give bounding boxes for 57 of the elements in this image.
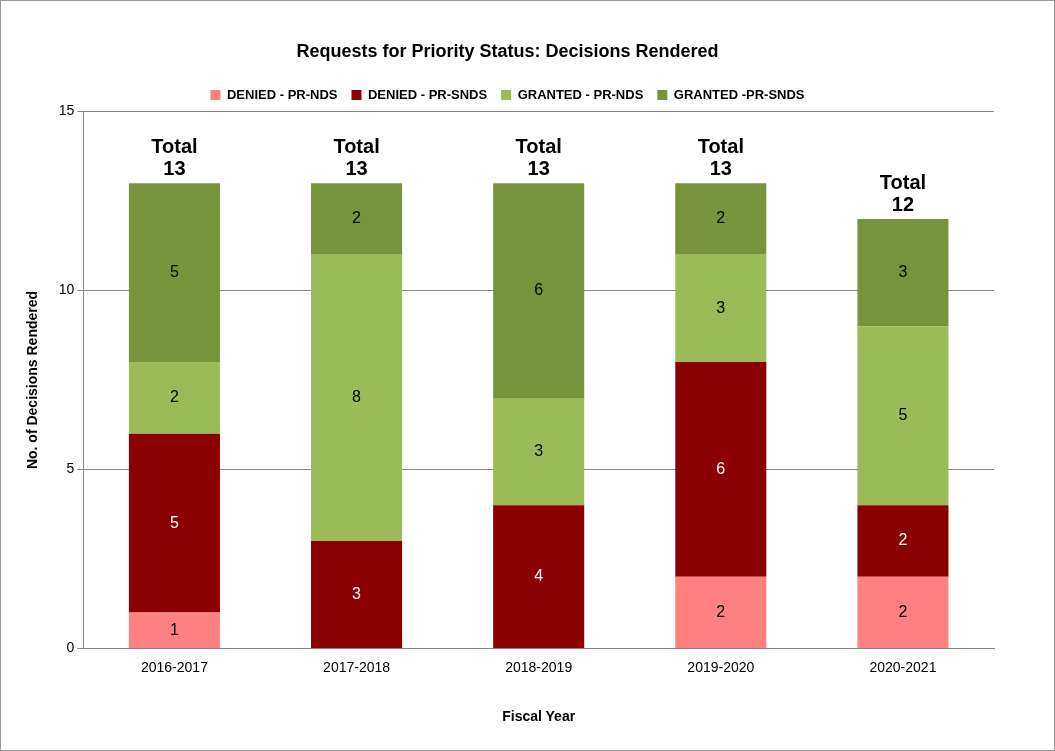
x-axis-title: Fiscal Year <box>502 708 576 725</box>
data-label: 2 <box>898 531 908 549</box>
y-tick-label: 0 <box>66 639 75 656</box>
bar <box>857 326 949 506</box>
data-label: 5 <box>898 406 908 424</box>
data-label: 2 <box>716 209 726 227</box>
legend-label: DENIED - PR-NDS <box>226 86 338 102</box>
data-label: 2 <box>169 388 179 406</box>
data-label: 3 <box>716 298 726 316</box>
data-label: 1 <box>169 620 179 638</box>
bar <box>493 183 585 398</box>
data-label: 3 <box>898 263 908 281</box>
bar <box>857 505 949 577</box>
total-label: Total 13 <box>697 135 744 180</box>
bar <box>311 183 403 255</box>
bar <box>128 362 220 434</box>
data-label: 4 <box>534 566 544 584</box>
data-label: 5 <box>169 263 179 281</box>
chart-title: Requests for Priority Status: Decisions Rendered <box>296 40 719 61</box>
y-tick-label: 10 <box>58 281 75 298</box>
legend-label: GRANTED -PR-SNDS <box>673 86 805 102</box>
bar <box>675 254 767 363</box>
x-tick-label: 2020-2021 <box>869 658 937 675</box>
bar <box>857 576 949 648</box>
data-label: 2 <box>716 602 726 620</box>
total-label: Total 13 <box>333 135 380 180</box>
total-label: Total 13 <box>515 135 562 180</box>
data-label: 2 <box>352 209 362 227</box>
y-axis-title: No. of Decisions Rendered <box>24 290 41 470</box>
bar <box>128 183 220 363</box>
x-tick-label: 2019-2020 <box>687 658 755 675</box>
data-label: 8 <box>352 388 362 406</box>
total-label: Total 13 <box>151 135 198 180</box>
bar <box>675 576 767 648</box>
x-tick-label: 2018-2019 <box>505 658 573 675</box>
bar <box>311 254 403 542</box>
y-tick-label: 15 <box>58 102 75 119</box>
bar <box>311 541 403 648</box>
y-tick-label: 5 <box>66 460 75 477</box>
data-label: 3 <box>352 584 362 602</box>
bar <box>675 362 767 577</box>
bar <box>675 183 767 255</box>
data-label: 2 <box>898 602 908 620</box>
x-tick-label: 2016-2017 <box>140 658 209 675</box>
bar <box>128 612 220 648</box>
x-tick-label: 2017-2018 <box>323 658 391 675</box>
data-label: 6 <box>716 459 726 477</box>
legend-label: GRANTED - PR-NDS <box>517 86 644 102</box>
bar <box>493 505 585 648</box>
total-label: Total 12 <box>879 170 927 215</box>
legend-label: DENIED - PR-SNDS <box>367 86 488 102</box>
bar <box>493 397 585 506</box>
bar <box>128 433 220 613</box>
data-label: 6 <box>534 280 544 298</box>
data-label: 5 <box>169 513 179 531</box>
bar <box>857 218 949 327</box>
data-label: 3 <box>534 441 544 459</box>
